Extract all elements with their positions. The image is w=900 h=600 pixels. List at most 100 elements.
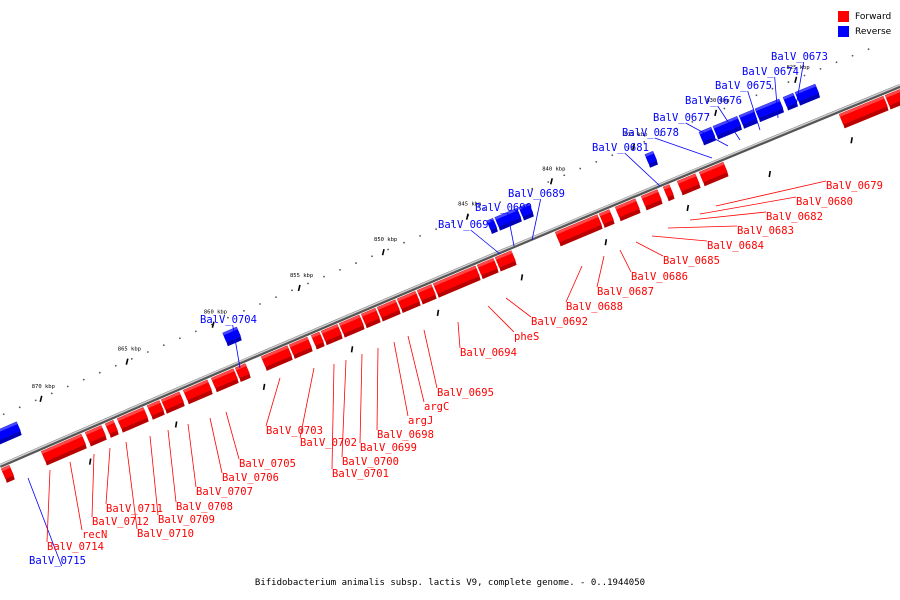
- gene-label[interactable]: BalV_0705: [239, 458, 296, 470]
- gene-label[interactable]: BalV_0714: [47, 541, 104, 553]
- forward-gene-15: [360, 307, 381, 329]
- scale-dot: [627, 147, 630, 150]
- forward-gene-11: [288, 336, 313, 359]
- scale-dot: [771, 87, 774, 90]
- gene-label[interactable]: BalV_0701: [332, 468, 389, 480]
- gene-label[interactable]: BalV_0694: [460, 347, 517, 359]
- gene-label[interactable]: BalV_0700: [342, 456, 399, 468]
- forward-tick: [768, 170, 772, 178]
- gene-label[interactable]: BalV_0680: [796, 196, 853, 208]
- gene-label[interactable]: BalV_0695: [437, 387, 494, 399]
- gene-leader-line: [635, 241, 664, 257]
- gene-label[interactable]: BalV_0688: [566, 301, 623, 313]
- scale-dot: [146, 351, 149, 353]
- gene-label[interactable]: BalV_0709: [158, 514, 215, 526]
- gene-label[interactable]: BalV_0710: [137, 528, 194, 540]
- gene-label[interactable]: BalV_0673: [771, 51, 828, 63]
- legend-forward-label: Forward: [855, 11, 892, 22]
- kbp-tick: [125, 358, 129, 365]
- gene-label[interactable]: BalV_0708: [176, 501, 233, 513]
- gene-label[interactable]: BalV_0686: [631, 271, 688, 283]
- forward-gene-1: [40, 433, 87, 466]
- gene-label[interactable]: BalV_0683: [737, 225, 794, 237]
- gene-label[interactable]: BalV_0704: [200, 314, 257, 326]
- gene-label[interactable]: BalV_0679: [826, 180, 883, 192]
- reverse-gene-11: [794, 83, 821, 106]
- gene-leader-line: [69, 461, 83, 531]
- gene-label[interactable]: BalV_0698: [377, 429, 434, 441]
- scale-dot: [739, 101, 742, 103]
- gene-leader-line: [187, 423, 197, 488]
- scale-dot: [178, 337, 181, 340]
- kbp-tick: [549, 178, 553, 185]
- backbone-highlight: [0, 84, 900, 466]
- gene-leader-line: [507, 212, 515, 247]
- gene-label[interactable]: BalV_0681: [592, 142, 649, 154]
- gene-leader-line: [105, 447, 111, 505]
- gene-leader-line: [596, 255, 605, 288]
- gene-leader-line: [232, 324, 241, 369]
- scale-dot: [291, 289, 293, 292]
- forward-tick: [436, 309, 440, 316]
- gene-label[interactable]: BalV_0702: [300, 437, 357, 449]
- gene-leader-line: [376, 347, 379, 431]
- forward-tick: [88, 458, 92, 465]
- gene-label[interactable]: BalV_0684: [707, 240, 764, 252]
- scale-dot: [387, 248, 389, 251]
- gene-label[interactable]: BalV_0707: [196, 486, 253, 498]
- gene-label[interactable]: BalV_0690: [475, 202, 532, 214]
- forward-strand-track: [0, 88, 900, 483]
- gene-label[interactable]: recN: [82, 529, 107, 541]
- gene-label[interactable]: BalV_0685: [663, 255, 720, 267]
- forward-gene-3: [104, 419, 119, 438]
- reverse-swatch: [838, 26, 849, 37]
- kbp-tick-label: 840 kbp: [542, 166, 565, 172]
- scale-dot: [259, 303, 261, 305]
- forward-gene-7: [182, 379, 213, 405]
- forward-gene-29: [838, 95, 889, 129]
- gene-label[interactable]: BalV_0682: [766, 211, 823, 223]
- kbp-tick-label: 835 kbp: [624, 132, 647, 138]
- gene-label[interactable]: BalV_0715: [29, 555, 86, 567]
- kbp-tick: [39, 395, 43, 402]
- gene-leader-line: [149, 435, 159, 516]
- gene-label[interactable]: BalV_0689: [508, 188, 565, 200]
- reverse-gene-7: [712, 116, 743, 140]
- gene-label[interactable]: BalV_0692: [531, 316, 588, 328]
- scale-dot: [243, 309, 245, 312]
- scale-dot: [579, 167, 582, 170]
- scale-dot: [483, 207, 486, 210]
- gene-label[interactable]: BalV_0676: [685, 95, 742, 107]
- gene-leader-line: [46, 469, 51, 543]
- gene-label[interactable]: BalV_0699: [360, 442, 417, 454]
- forward-gene-19: [432, 265, 481, 298]
- gene-label[interactable]: argC: [424, 401, 449, 413]
- gene-label[interactable]: BalV_0703: [266, 425, 323, 437]
- forward-gene-13: [320, 323, 343, 346]
- gene-label[interactable]: BalV_0678: [622, 127, 679, 139]
- reverse-strand-track: [0, 83, 821, 445]
- gene-label[interactable]: BalV_0674: [742, 66, 799, 78]
- gene-label[interactable]: BalV_0706: [222, 472, 279, 484]
- forward-gene-24: [614, 198, 641, 222]
- gene-leader-line: [423, 329, 438, 389]
- gene-label[interactable]: BalV_0675: [715, 80, 772, 92]
- kbp-tick-label: 860 kbp: [204, 310, 227, 316]
- forward-gene-17: [396, 290, 421, 313]
- scale-dot: [499, 201, 502, 204]
- scale-dot: [707, 114, 710, 117]
- forward-gene-12: [310, 331, 325, 350]
- reverse-gene-1: [222, 326, 242, 347]
- reverse-gene-3: [494, 207, 522, 231]
- gene-label[interactable]: BalV_0687: [597, 286, 654, 298]
- gene-label[interactable]: BalV_0711: [106, 503, 163, 515]
- scale-dot: [419, 235, 421, 237]
- gene-label[interactable]: argJ: [408, 415, 433, 427]
- forward-gene-4: [116, 407, 149, 433]
- gene-label[interactable]: BalV_0712: [92, 516, 149, 528]
- gene-label[interactable]: pheS: [514, 331, 539, 343]
- kbp-tick: [465, 213, 469, 220]
- gene-label[interactable]: BalV_0677: [653, 112, 710, 124]
- gene-label[interactable]: BalV_0691: [438, 219, 495, 231]
- forward-gene-10: [260, 345, 293, 371]
